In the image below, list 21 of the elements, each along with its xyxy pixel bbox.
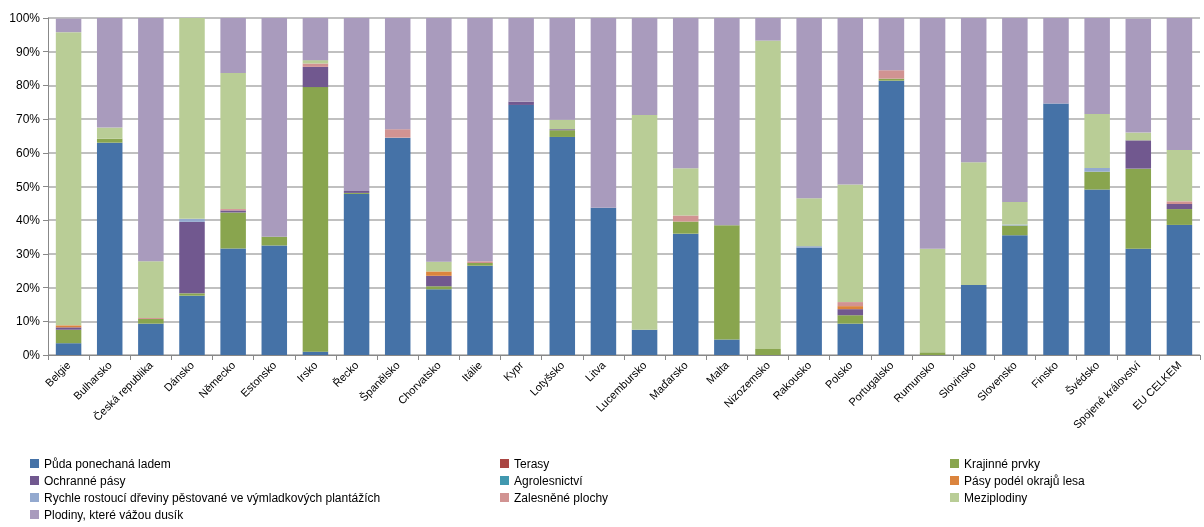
legend-label: Agrolesnictví [514, 473, 584, 488]
y-tick-label: 20% [15, 280, 41, 295]
legend-label: Meziplodiny [964, 490, 1028, 505]
y-tick-label: 30% [15, 246, 41, 261]
y-tick-label: 70% [15, 112, 41, 127]
y-tick-label: 10% [15, 314, 41, 329]
y-tick-label: 0% [22, 348, 41, 362]
y-tick-label: 80% [15, 78, 41, 93]
legend-label: Pásy podél okrajů lesa [964, 473, 1086, 488]
y-tick-label: 50% [15, 179, 41, 194]
y-tick-label: 90% [15, 44, 41, 59]
legend-label: Terasy [514, 456, 550, 471]
y-tick-label: 40% [15, 213, 41, 228]
y-tick-label: 100% [9, 11, 41, 25]
y-tick-label: 60% [15, 145, 41, 160]
legend-label: Rychle rostoucí dřeviny pěstované ve výmladkových plantážích [44, 490, 381, 505]
legend-label: Plodiny, které vážou dusík [44, 507, 185, 522]
legend-label: Půda ponechaná ladem [44, 456, 171, 471]
legend-label: Zalesněné plochy [514, 490, 609, 505]
legend-label: Krajinné prvky [964, 456, 1041, 471]
legend-label: Ochranné pásy [44, 473, 126, 488]
